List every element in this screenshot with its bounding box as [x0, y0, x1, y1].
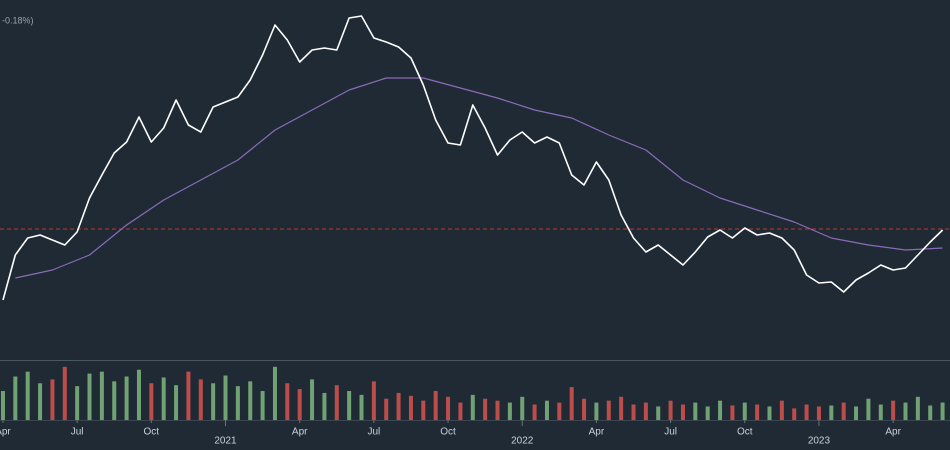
volume-bar [507, 402, 512, 420]
x-tick-label: Apr [0, 427, 11, 438]
volume-bar [297, 389, 302, 420]
volume-bar [62, 366, 67, 420]
volume-bar [248, 381, 253, 420]
x-tick-label: Jul [71, 427, 84, 438]
volume-bar [940, 402, 945, 420]
volume-bar [334, 385, 339, 420]
volume-bar [544, 400, 549, 420]
volume-bar [841, 402, 846, 420]
volume-bar [458, 402, 463, 420]
volume-bar [878, 404, 883, 420]
volume-bar [198, 379, 203, 420]
volume-bar [446, 396, 451, 420]
volume-bar [13, 376, 18, 420]
volume-bar [619, 396, 624, 420]
volume-bar [174, 385, 179, 420]
volume-bar [483, 398, 488, 420]
x-tick-label: Jul [664, 427, 677, 438]
volume-bar [643, 402, 648, 420]
x-tick-label: Oct [737, 427, 753, 438]
x-tick-label: Apr [589, 427, 605, 438]
volume-bar [359, 394, 364, 420]
volume-bar [582, 398, 587, 420]
volume-bar [520, 396, 525, 420]
volume-bar [99, 371, 104, 420]
volume-bar [606, 400, 611, 420]
volume-bar [730, 405, 735, 420]
volume-bar [433, 391, 438, 420]
volume-bar [915, 396, 920, 420]
volume-bar [668, 400, 673, 420]
volume-bar [557, 402, 562, 420]
x-tick-label: Oct [440, 427, 456, 438]
volume-bar [235, 386, 240, 420]
volume-bar [384, 398, 389, 420]
volume-bar [50, 379, 55, 420]
volume-bar [272, 366, 277, 420]
x-tick-label: 2022 [511, 436, 534, 447]
x-tick-label: 2021 [214, 436, 237, 447]
volume-bar [779, 400, 784, 420]
volume-bar [124, 376, 129, 420]
volume-bar [656, 406, 661, 420]
volume-bar [816, 406, 821, 420]
moving-average-line [15, 77, 943, 279]
volume-bar [87, 373, 92, 420]
volume-bar [928, 405, 933, 420]
x-tick-label: Jul [367, 427, 380, 438]
volume-bar [112, 381, 117, 420]
volume-bar [161, 377, 166, 420]
volume-bar [408, 395, 413, 420]
volume-bar [569, 387, 574, 420]
volume-bar [891, 400, 896, 420]
legend-annotation: -0.18%) [2, 15, 34, 25]
volume-bar [38, 383, 43, 420]
volume-bar [866, 398, 871, 420]
volume-bar [149, 383, 154, 420]
volume-bar [371, 381, 376, 420]
volume-bar [767, 406, 772, 420]
volume-bar [347, 391, 352, 420]
volume-bar [322, 392, 327, 420]
volume-bar [470, 394, 475, 420]
volume-bar [792, 408, 797, 420]
volume-bar [260, 391, 265, 420]
volume-bar [631, 404, 636, 420]
volume-bar [594, 402, 599, 420]
volume-bar [495, 400, 500, 420]
volume-bar [854, 406, 859, 420]
volume-bar [25, 371, 30, 420]
volume-bar [718, 400, 723, 420]
volume-bar [75, 386, 80, 420]
volume-bar [310, 379, 315, 420]
volume-bar [693, 402, 698, 420]
volume-bar [421, 400, 426, 420]
volume-bar [742, 402, 747, 420]
x-tick-label: Oct [144, 427, 160, 438]
volume-bar [211, 383, 216, 420]
volume-bar [532, 404, 537, 420]
volume-bar [680, 404, 685, 420]
x-tick-label: 2023 [808, 436, 831, 447]
volume-bar [186, 371, 191, 420]
x-tick-label: Apr [292, 427, 308, 438]
x-tick-label: Apr [885, 427, 901, 438]
volume-bar [755, 404, 760, 420]
price-line [2, 15, 944, 301]
volume-bar [396, 392, 401, 420]
volume-bar [285, 383, 290, 420]
volume-bar [903, 402, 908, 420]
volume-bar [0, 391, 5, 420]
volume-bar [705, 406, 710, 420]
volume-bar [829, 405, 834, 420]
volume-bar [136, 369, 141, 420]
volume-bar [223, 375, 228, 420]
volume-bar [804, 404, 809, 420]
